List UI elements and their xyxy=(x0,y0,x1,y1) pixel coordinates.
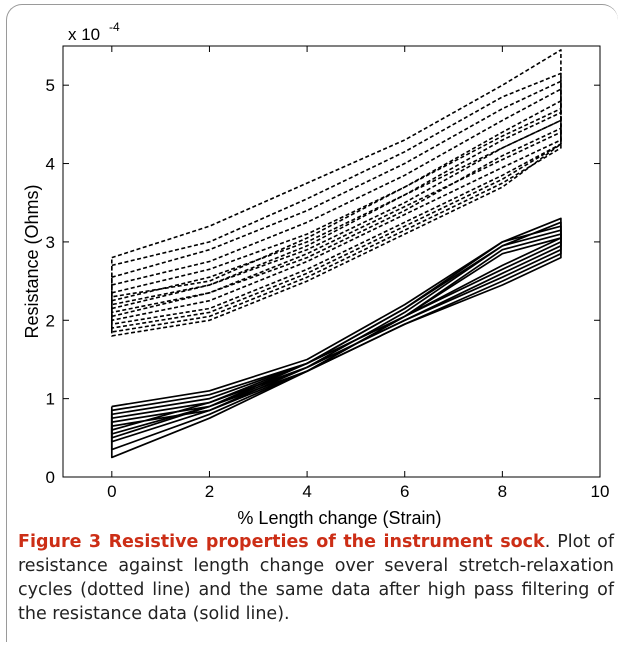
x-tick-label: 6 xyxy=(400,482,409,501)
series-line-solid xyxy=(110,229,562,439)
x-axis-label: % Length change (Strain) xyxy=(237,508,441,528)
x-tick-label: 4 xyxy=(302,482,311,501)
series-line-dashed xyxy=(111,49,562,298)
y-tick-label: 1 xyxy=(46,390,55,409)
x-tick-label: 2 xyxy=(205,482,214,501)
resistance-strain-chart: 0 2 4 6 8 10 0 1 2 3 4 5 x 10 -4 % Length change (S… xyxy=(22,20,610,528)
plot-border xyxy=(62,45,601,478)
x-tick-label: 10 xyxy=(591,482,610,501)
caption-title: Figure 3 Resistive properties of the ins… xyxy=(18,532,545,552)
series-line-dashed xyxy=(111,119,562,333)
series-group xyxy=(110,49,562,459)
y-tick-label: 3 xyxy=(46,233,55,252)
y-tick-label: 2 xyxy=(46,311,55,330)
x-tick-label: 8 xyxy=(498,482,507,501)
figure-frame xyxy=(6,4,618,642)
x-tick-label: 0 xyxy=(107,482,116,501)
y-tick-label: 0 xyxy=(46,468,55,487)
caption-body: . Plot of resistance against length chan… xyxy=(18,532,615,624)
y-exponent-label: x 10 xyxy=(68,25,100,44)
y-exponent-power: -4 xyxy=(109,20,120,34)
series-line-solid xyxy=(110,237,562,431)
y-tick-label: 4 xyxy=(46,155,55,174)
y-tick-label: 5 xyxy=(46,76,55,95)
y-axis-label: Resistance (Ohms) xyxy=(22,184,42,338)
figure-caption: Figure 3 Resistive properties of the ins… xyxy=(18,530,614,626)
series-line-solid xyxy=(110,217,562,459)
series-line-dashed xyxy=(111,111,562,329)
tick-group: 0 2 4 6 8 10 0 1 2 3 4 5 xyxy=(46,46,610,501)
axes-box xyxy=(62,45,601,478)
series-line-dashed xyxy=(111,127,562,337)
